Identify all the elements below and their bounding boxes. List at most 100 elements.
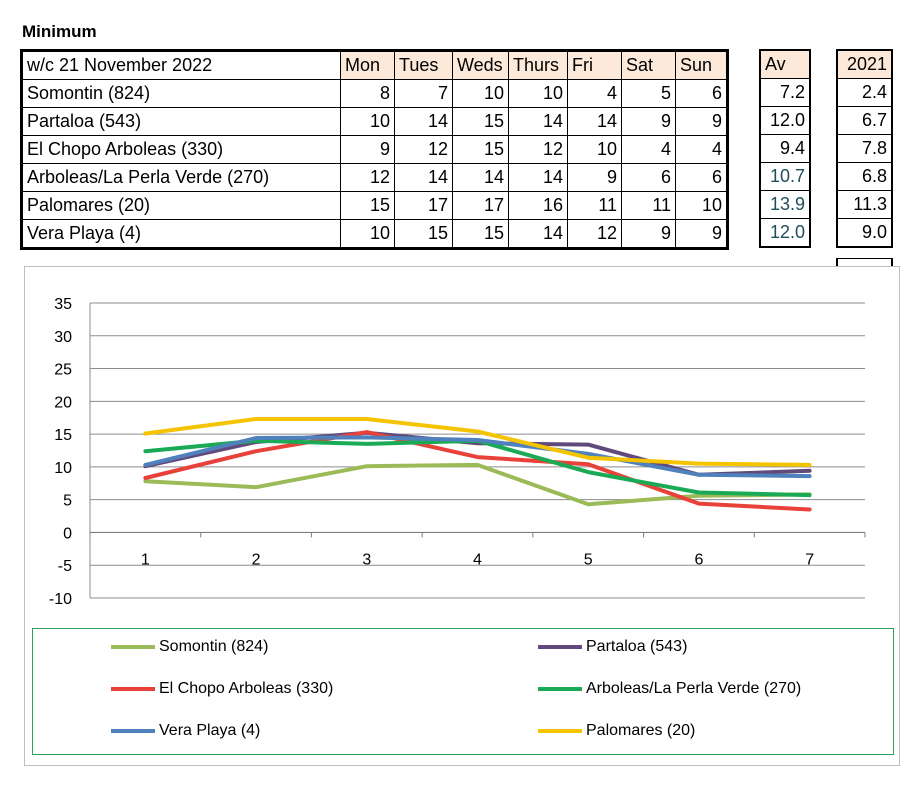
legend-swatch: [538, 729, 582, 733]
legend-swatch: [538, 687, 582, 691]
temperature-cell: 14: [567, 107, 622, 136]
chart-legend: Somontin (824) Partaloa (543) El Chopo Arb…: [32, 628, 894, 755]
y-tick-label: 15: [54, 427, 72, 444]
previous-year-cell: 11.3: [836, 190, 893, 219]
y-tick-label: -10: [49, 591, 72, 608]
series-line-0: [143, 462, 812, 507]
temperature-cell: 10: [567, 135, 622, 164]
legend-item: Arboleas/La Perla Verde (270): [538, 680, 801, 698]
legend-label: Vera Playa (4): [159, 722, 261, 739]
legend-swatch: [111, 687, 155, 691]
average-cell: 13.9: [759, 190, 811, 219]
table-row: Arboleas/La Perla Verde (270) 12 14 14 14 9 6 6: [21, 163, 728, 192]
temperature-cell: 9: [621, 107, 676, 136]
series-line-2: [143, 430, 812, 512]
previous-year-column-tail: [836, 258, 893, 266]
y-tick-label: 20: [54, 394, 72, 411]
legend-label: Palomares (20): [586, 722, 696, 739]
x-tick-label: 3: [362, 551, 371, 568]
chart-frame: [24, 266, 900, 766]
y-tick-label: 5: [63, 493, 72, 510]
legend-item: Palomares (20): [538, 722, 695, 740]
legend-item: Somontin (824): [111, 638, 268, 656]
legend-item: Vera Playa (4): [111, 722, 260, 740]
x-tick-label: 7: [805, 551, 814, 568]
temperature-cell: 14: [452, 163, 509, 192]
temperature-cell: 9: [567, 163, 622, 192]
temperature-cell: 6: [621, 163, 676, 192]
station-name: Palomares (20): [21, 191, 341, 220]
temperature-cell: 4: [621, 135, 676, 164]
day-header: Sat: [621, 50, 676, 80]
temperature-cell: 9: [675, 107, 728, 136]
x-tick-label: 5: [584, 551, 593, 568]
temperature-cell: 14: [508, 219, 568, 249]
temperature-cell: 14: [394, 107, 453, 136]
y-tick-label: -5: [58, 558, 72, 575]
y-tick-label: 0: [63, 525, 72, 542]
temperature-cell: 10: [340, 107, 395, 136]
station-name: Vera Playa (4): [21, 219, 341, 249]
temperature-cell: 15: [394, 219, 453, 249]
table-row: Palomares (20) 15 17 17 16 11 11 10: [21, 191, 728, 220]
average-cell: 12.0: [759, 218, 811, 248]
day-header: Thurs: [508, 50, 568, 80]
temperature-cell: 6: [675, 163, 728, 192]
previous-year-cell: 6.8: [836, 162, 893, 191]
minimum-temperature-table: w/c 21 November 2022 Mon Tues Weds Thurs…: [20, 49, 729, 250]
previous-year-cell: 6.7: [836, 106, 893, 135]
average-cell: 9.4: [759, 134, 811, 163]
temperature-cell: 9: [621, 219, 676, 249]
temperature-cell: 10: [508, 79, 568, 108]
temperature-cell: 8: [340, 79, 395, 108]
temperature-cell: 9: [675, 219, 728, 249]
previous-year-cell: 2.4: [836, 78, 893, 107]
x-tick-label: 4: [473, 551, 482, 568]
previous-year-cell: 7.8: [836, 134, 893, 163]
average-header: Av: [759, 49, 811, 79]
temperature-cell: 12: [567, 219, 622, 249]
previous-year-cell: 9.0: [836, 218, 893, 248]
x-tick-label: 1: [141, 551, 150, 568]
page-title: Minimum: [22, 22, 97, 41]
legend-item: El Chopo Arboleas (330): [111, 680, 333, 698]
series-line-5: [143, 417, 812, 467]
legend-label: Somontin (824): [159, 638, 269, 655]
legend-item: Partaloa (543): [538, 638, 687, 656]
series-line-4: [143, 435, 812, 479]
table-row: Partaloa (543) 10 14 15 14 14 9 9: [21, 107, 728, 136]
station-name: Arboleas/La Perla Verde (270): [21, 163, 341, 192]
station-name: El Chopo Arboleas (330): [21, 135, 341, 164]
day-header: Sun: [675, 50, 728, 80]
table-row: El Chopo Arboleas (330) 9 12 15 12 10 4 4: [21, 135, 728, 164]
temperature-cell: 10: [675, 191, 728, 220]
temperature-cell: 12: [340, 163, 395, 192]
temperature-cell: 15: [452, 107, 509, 136]
legend-swatch: [111, 729, 155, 733]
station-name: Somontin (824): [21, 79, 341, 108]
previous-year-header: 2021: [836, 49, 893, 79]
temperature-cell: 16: [508, 191, 568, 220]
y-tick-label: 35: [54, 296, 72, 313]
temperature-cell: 11: [621, 191, 676, 220]
station-name: Partaloa (543): [21, 107, 341, 136]
table-header-row: w/c 21 November 2022 Mon Tues Weds Thurs…: [21, 50, 728, 80]
y-tick-label: 25: [54, 362, 72, 379]
temperature-cell: 15: [452, 135, 509, 164]
legend-label: Arboleas/La Perla Verde (270): [586, 680, 802, 697]
temperature-cell: 17: [394, 191, 453, 220]
previous-year-column: 2021 2.4 6.7 7.8 6.8 11.3 9.0: [836, 49, 893, 248]
week-commencing-label: w/c 21 November 2022: [21, 50, 341, 80]
y-tick-label: 30: [54, 329, 72, 346]
legend-swatch: [111, 645, 155, 649]
average-column: Av 7.2 12.0 9.4 10.7 13.9 12.0: [759, 49, 811, 248]
legend-label: Partaloa (543): [586, 638, 688, 655]
temperature-cell: 17: [452, 191, 509, 220]
y-tick-label: 10: [54, 460, 72, 477]
day-header: Fri: [567, 50, 622, 80]
temperature-cell: 10: [340, 219, 395, 249]
legend-swatch: [538, 645, 582, 649]
legend-label: El Chopo Arboleas (330): [159, 680, 334, 697]
table-row: Vera Playa (4) 10 15 15 14 12 9 9: [21, 219, 728, 249]
